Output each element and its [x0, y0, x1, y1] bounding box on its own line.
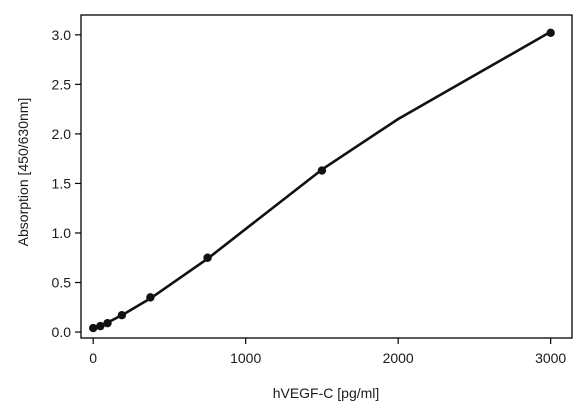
data-point — [103, 318, 112, 328]
data-point — [88, 323, 98, 333]
data-point — [317, 166, 327, 175]
x-tick-label: 2000 — [383, 350, 414, 366]
x-axis-title: hVEGF-C [pg/ml] — [273, 385, 380, 401]
plot-frame — [80, 14, 573, 339]
data-point — [203, 253, 212, 262]
y-tick-label: 2.5 — [52, 76, 72, 92]
y-tick-label: 2.0 — [52, 126, 72, 142]
x-tick-label: 1000 — [230, 350, 261, 366]
y-tick-label: 1.5 — [52, 175, 72, 191]
data-point — [96, 321, 105, 331]
y-axis-title: Absorption [450/630nm] — [15, 98, 31, 247]
x-tick-label: 3000 — [535, 350, 566, 366]
data-points — [88, 28, 555, 333]
y-tick-label: 1.0 — [52, 225, 72, 241]
data-point — [117, 311, 127, 320]
y-axis-ticks: 0.0 0.5 1.0 1.5 2.0 2.5 3.0 — [52, 27, 81, 340]
x-tick-label: 0 — [89, 350, 97, 366]
data-point — [546, 28, 555, 38]
x-axis-ticks: 0 1000 2000 3000 — [89, 338, 566, 366]
y-tick-label: 3.0 — [52, 27, 72, 43]
data-point — [146, 293, 155, 302]
y-tick-label: 0.5 — [52, 275, 72, 291]
fit-curve — [91, 30, 552, 331]
y-tick-label: 0.0 — [52, 324, 72, 340]
